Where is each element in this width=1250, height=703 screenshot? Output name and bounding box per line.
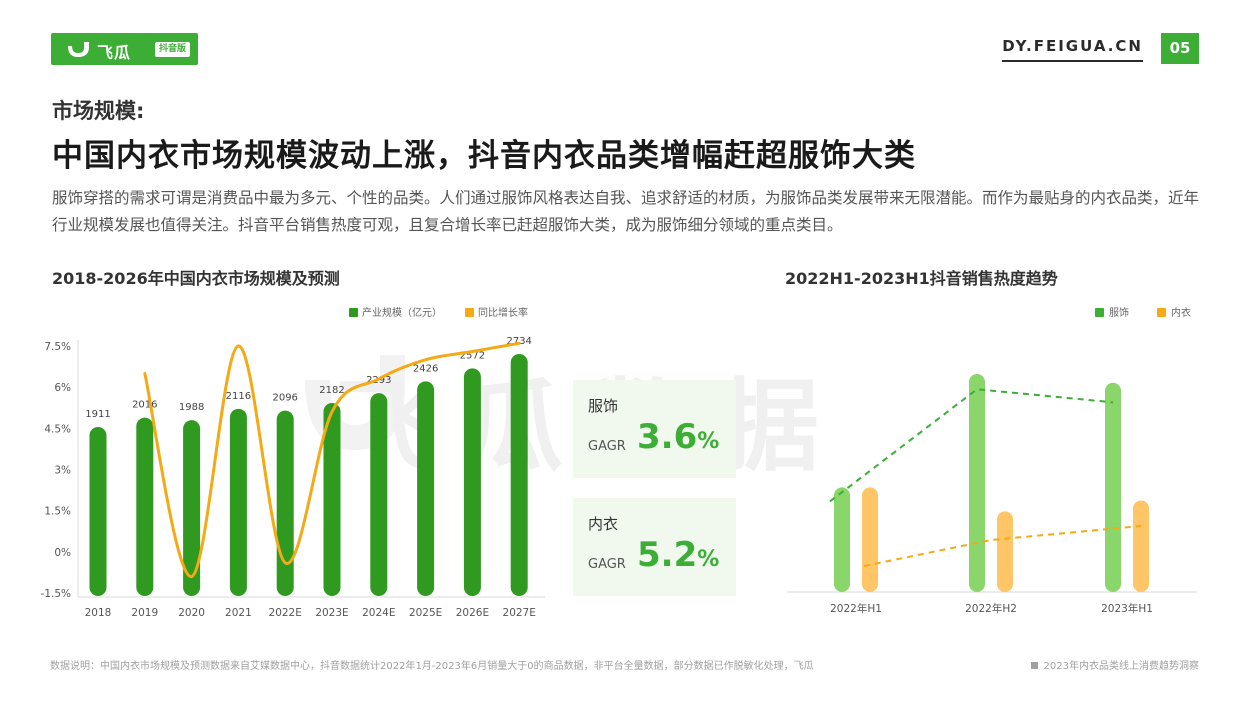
legend-label-size: 产业规模（亿元） xyxy=(362,306,442,319)
y-tick-label: 3% xyxy=(54,465,71,477)
y-tick-label: -1.5% xyxy=(41,588,71,600)
cagr-number: 3.6 xyxy=(637,417,698,457)
market-size-chart: 产业规模（亿元） 同比增长率 7.5% 6% 4.5% 3% 1.5% 0% -1.5% 1911… xyxy=(41,306,545,619)
bar-data-label: 1911 xyxy=(85,409,110,420)
x-tick-label: 2018 xyxy=(85,607,112,619)
bar-data-label: 2096 xyxy=(272,393,297,404)
bar-data-label: 2426 xyxy=(413,363,438,374)
x-tick-label: 2022E xyxy=(269,607,302,619)
cagr-label: GAGR xyxy=(588,439,626,454)
bar-underwear xyxy=(997,511,1013,592)
brand-logo[interactable]: 飞瓜 抖音版 xyxy=(51,33,198,65)
bar-data-label: 2182 xyxy=(319,385,344,396)
bar-market-size xyxy=(89,427,107,596)
bar-data-label: 2116 xyxy=(226,391,251,402)
legend-label-apparel: 服饰 xyxy=(1109,306,1129,319)
bar-data-label: 2572 xyxy=(460,350,485,361)
bar-market-size xyxy=(417,381,435,596)
report-name: 2023年内衣品类线上消费趋势洞察 xyxy=(1030,657,1199,672)
growth-rate-line xyxy=(143,341,521,579)
section-label: 市场规模: xyxy=(52,99,145,123)
cagr-category: 服饰 xyxy=(588,397,619,415)
bar-underwear xyxy=(862,487,878,592)
x-tick-label: 2023E xyxy=(315,607,348,619)
bar-data-label: 2734 xyxy=(506,336,531,347)
brand-tag: 抖音版 xyxy=(155,42,191,57)
trend-line-apparel xyxy=(829,388,1114,503)
cagr-category: 内衣 xyxy=(588,515,619,533)
cagr-card-underwear: 内衣 GAGR 5.2% xyxy=(573,498,736,596)
cagr-card-apparel: 服饰 GAGR 3.6% xyxy=(573,380,736,478)
site-url-link[interactable]: DY.FEIGUA.CN xyxy=(1002,37,1143,62)
x-tick-label: 2026E xyxy=(456,607,489,619)
y-tick-label: 0% xyxy=(54,547,71,559)
bar-market-size xyxy=(276,410,294,596)
melon-logo-icon xyxy=(68,42,89,57)
square-bullet-icon xyxy=(1030,662,1038,669)
x-tick-label: 2019 xyxy=(131,607,158,619)
x-tick-label: 2021 xyxy=(225,607,252,619)
brand-name: 飞瓜 xyxy=(97,43,132,62)
data-footnote: 数据说明：中国内衣市场规模及预测数据来自艾媒数据中心，抖音数据统计2022年1月… xyxy=(50,661,814,672)
cagr-unit: % xyxy=(697,429,720,454)
bar-market-size xyxy=(136,417,154,596)
legend-swatch-growth xyxy=(465,308,474,317)
x-tick-label: 2023年H1 xyxy=(1101,602,1153,615)
bar-market-size xyxy=(510,354,528,596)
y-tick-label: 4.5% xyxy=(44,423,71,435)
bar-underwear xyxy=(1133,500,1149,592)
legend-swatch-size xyxy=(349,308,358,317)
bar-market-size xyxy=(463,368,481,596)
bar-apparel xyxy=(834,487,850,592)
y-tick-label: 7.5% xyxy=(44,341,71,353)
bar-apparel xyxy=(969,374,985,592)
bar-market-size xyxy=(229,408,247,596)
sales-trend-chart: 服饰 内衣 2022年H1 2022年H2 2023年H1 xyxy=(787,306,1197,615)
legend-label-growth: 同比增长率 xyxy=(478,306,528,319)
cagr-unit: % xyxy=(697,547,720,572)
x-tick-label: 2020 xyxy=(178,607,205,619)
x-tick-label: 2022年H2 xyxy=(965,602,1017,615)
bar-market-size xyxy=(323,402,341,596)
chart-title-market-size: 2018-2026年中国内衣市场规模及预测 xyxy=(52,269,340,288)
x-tick-label: 2024E xyxy=(362,607,395,619)
x-tick-label: 2022年H1 xyxy=(830,602,882,615)
cagr-value: 3.6% xyxy=(637,417,719,457)
bar-data-label: 2016 xyxy=(132,400,157,411)
bar-market-size xyxy=(370,393,388,596)
cagr-number: 5.2 xyxy=(637,535,698,575)
page-number: 05 xyxy=(1161,33,1199,64)
bar-apparel xyxy=(1105,382,1121,592)
intro-paragraph: 服饰穿搭的需求可谓是消费品中最为多元、个性的品类。人们通过服饰风格表达自我、追求… xyxy=(52,189,1200,234)
x-tick-label: 2027E xyxy=(503,607,536,619)
bar-market-size xyxy=(183,420,201,596)
y-tick-label: 6% xyxy=(54,382,71,394)
page-title: 中国内衣市场规模波动上涨，抖音内衣品类增幅赶超服饰大类 xyxy=(52,138,916,174)
chart-title-sales-trend: 2022H1-2023H1抖音销售热度趋势 xyxy=(785,269,1058,288)
legend-label-underwear: 内衣 xyxy=(1171,306,1191,319)
y-tick-label: 1.5% xyxy=(44,506,71,518)
legend-swatch-apparel xyxy=(1095,308,1104,317)
bar-data-label: 1988 xyxy=(179,402,204,413)
legend-swatch-underwear xyxy=(1157,308,1166,317)
report-name-text: 2023年内衣品类线上消费趋势洞察 xyxy=(1043,661,1199,672)
cagr-value: 5.2% xyxy=(637,535,719,575)
x-tick-label: 2025E xyxy=(409,607,442,619)
cagr-label: GAGR xyxy=(588,557,626,572)
